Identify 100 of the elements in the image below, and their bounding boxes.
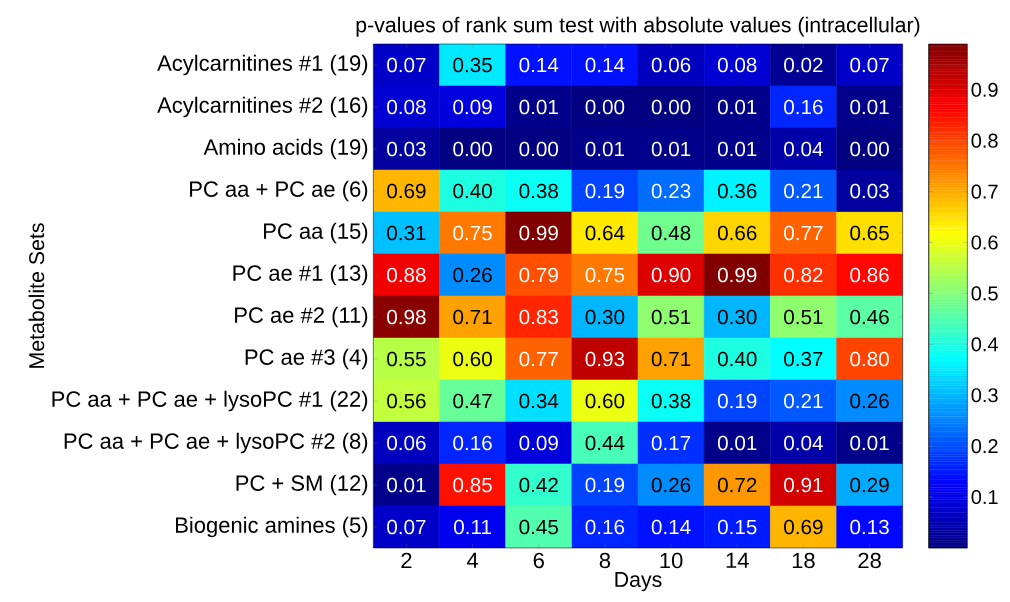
data-label: 0.75 (453, 225, 492, 241)
data-label: 0.51 (651, 309, 691, 325)
data-label: 0.00 (651, 99, 691, 115)
data-label: 0.04 (784, 435, 823, 451)
data-label: 0.26 (850, 393, 889, 409)
y-tick-label: PC ae #1 (13) (233, 264, 368, 286)
data-label: 0.16 (453, 435, 492, 451)
data-label: 0.72 (717, 477, 757, 493)
data-label: 0.55 (387, 351, 426, 367)
data-label: 0.40 (453, 183, 492, 199)
y-tick-label: Biogenic amines (5) (176, 516, 368, 538)
x-tick-label: 2 (401, 552, 412, 569)
data-label: 0.00 (850, 141, 889, 157)
data-label: 0.06 (651, 57, 691, 73)
data-label: 0.23 (651, 183, 691, 199)
data-label: 0.79 (519, 267, 558, 283)
y-tick-label: PC aa + PC ae + lysoPC #2 (8) (64, 432, 368, 454)
data-label: 0.02 (784, 57, 823, 73)
data-label: 0.46 (850, 309, 889, 325)
data-label: 0.30 (585, 309, 625, 325)
data-label: 0.45 (519, 519, 558, 535)
data-label: 0.99 (519, 225, 558, 241)
data-label: 0.01 (519, 99, 558, 115)
y-tick-label: PC ae #3 (4) (245, 348, 368, 370)
data-label: 0.01 (387, 477, 426, 493)
data-label: 0.14 (585, 57, 625, 73)
data-label: 0.91 (784, 477, 823, 493)
data-label: 0.16 (784, 99, 823, 115)
y-tick-label: PC aa + PC ae (6) (190, 180, 368, 202)
y-tick-label: Amino acids (19) (203, 138, 368, 160)
data-label: 0.16 (585, 519, 625, 535)
data-label: 0.56 (387, 393, 426, 409)
data-label: 0.26 (453, 267, 492, 283)
data-label: 0.21 (784, 183, 823, 199)
data-label: 0.01 (717, 141, 757, 157)
data-label: 0.06 (387, 435, 426, 451)
data-label: 0.47 (453, 393, 492, 409)
data-label: 0.03 (850, 183, 889, 199)
y-tick-label: Acylcarnitines #1 (19) (157, 54, 368, 76)
color-bar-label: 0.1 (971, 489, 998, 505)
x-tick-label: 28 (858, 552, 881, 569)
data-label: 0.19 (717, 393, 757, 409)
data-label: 0.83 (519, 309, 558, 325)
data-label: 0.60 (585, 393, 625, 409)
data-label: 0.14 (651, 519, 691, 535)
data-label: 0.77 (784, 225, 823, 241)
data-label: 0.85 (453, 477, 492, 493)
chart-title: p-values of rank sum test with absolute values (intracellular) (356, 16, 920, 37)
data-label: 0.03 (387, 141, 426, 157)
data-label: 0.90 (651, 267, 691, 283)
data-label: 0.36 (717, 183, 757, 199)
data-label: 0.98 (387, 309, 426, 325)
color-bar-label: 0.8 (971, 133, 998, 148)
color-bar-label: 0.2 (971, 439, 998, 454)
data-label: 0.19 (585, 477, 625, 493)
data-label: 0.14 (519, 57, 559, 73)
x-axis-title: Days (615, 572, 662, 592)
data-label: 0.01 (651, 141, 691, 157)
data-label: 0.09 (519, 435, 558, 451)
data-label: 0.07 (387, 519, 426, 535)
data-label: 0.08 (717, 57, 757, 73)
data-label: 0.40 (717, 351, 757, 367)
x-tick-label: 14 (726, 552, 749, 568)
data-label: 0.01 (850, 435, 889, 451)
x-tick-label: 4 (466, 552, 479, 568)
data-label: 0.01 (850, 99, 889, 115)
data-label: 0.65 (850, 225, 889, 241)
data-label: 0.00 (585, 99, 625, 115)
x-tick-label: 10 (660, 552, 683, 569)
y-tick-label: PC + SM (12) (236, 474, 368, 496)
data-label: 0.26 (651, 477, 691, 493)
data-label: 0.19 (585, 183, 625, 199)
data-label: 0.15 (717, 519, 757, 535)
data-label: 0.77 (519, 351, 558, 367)
data-label: 0.29 (850, 477, 889, 493)
data-label: 0.71 (651, 351, 691, 367)
data-label: 0.00 (519, 141, 559, 157)
data-label: 0.69 (784, 519, 823, 535)
color-bar-label: 0.9 (971, 82, 998, 97)
x-tick-label: 18 (792, 552, 815, 569)
data-label: 0.66 (717, 225, 757, 241)
y-tick-label: PC ae #2 (11) (235, 306, 368, 328)
color-bar-label: 0.7 (971, 184, 998, 199)
data-label: 0.42 (519, 477, 558, 493)
data-label: 0.13 (850, 519, 889, 535)
data-label: 0.07 (850, 57, 889, 73)
data-label: 0.71 (453, 309, 492, 325)
color-bar-label: 0.3 (971, 388, 998, 403)
data-label: 0.30 (717, 309, 757, 325)
y-tick-label: PC aa (15) (264, 222, 368, 244)
data-label: 0.44 (585, 435, 625, 451)
data-label: 0.38 (651, 393, 691, 409)
data-label: 0.01 (717, 435, 757, 451)
data-label: 0.86 (850, 267, 889, 283)
data-label: 0.80 (850, 351, 889, 367)
data-label: 0.00 (453, 141, 492, 157)
data-label: 0.11 (454, 519, 491, 535)
data-label: 0.38 (519, 183, 558, 199)
data-label: 0.34 (519, 393, 559, 409)
data-label: 0.08 (387, 99, 426, 115)
